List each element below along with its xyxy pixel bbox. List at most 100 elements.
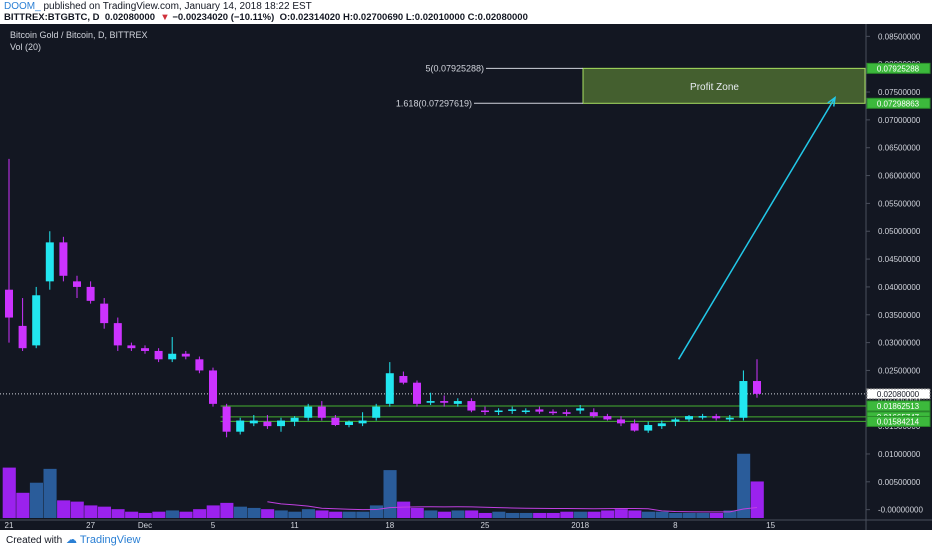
- volume-bar: [220, 502, 234, 518]
- price-marker-label: 0.02080000: [877, 390, 920, 399]
- y-tick-label: 0.06500000: [878, 144, 921, 153]
- volume-bar: [478, 512, 492, 518]
- candle-body[interactable]: [739, 381, 748, 418]
- candle-body[interactable]: [617, 419, 625, 424]
- candle-body[interactable]: [290, 417, 299, 422]
- close-value: C:0.02080000: [467, 12, 528, 23]
- candle-body[interactable]: [127, 345, 136, 349]
- candle-body[interactable]: [100, 303, 109, 324]
- candle-body[interactable]: [589, 412, 598, 417]
- down-arrow-icon: ▼: [160, 12, 170, 23]
- candle-body[interactable]: [181, 353, 190, 357]
- x-tick-label: 15: [766, 521, 775, 530]
- volume-bar: [628, 510, 642, 518]
- x-tick-label: 2018: [571, 521, 589, 530]
- candle-body[interactable]: [549, 411, 557, 414]
- volume-bar: [682, 512, 696, 518]
- candle-body[interactable]: [385, 373, 394, 404]
- volume-bar: [696, 512, 710, 518]
- volume-bar: [274, 510, 288, 518]
- candle-body[interactable]: [440, 401, 449, 403]
- candle-body[interactable]: [535, 409, 544, 412]
- candle-body[interactable]: [753, 381, 761, 394]
- candle-body[interactable]: [277, 420, 285, 427]
- candle-body[interactable]: [630, 423, 639, 431]
- volume-bar: [451, 510, 465, 518]
- candle-body[interactable]: [222, 406, 231, 432]
- volume-bar: [533, 512, 547, 518]
- candle-body[interactable]: [32, 295, 41, 346]
- volume-bar: [247, 507, 261, 518]
- candle-body[interactable]: [644, 425, 653, 431]
- volume-indicator-label: Vol (20): [10, 42, 41, 52]
- candle-body[interactable]: [453, 401, 462, 404]
- created-with-text: Created with: [6, 535, 63, 546]
- tradingview-brand: TradingView: [79, 534, 141, 546]
- last-price: 0.02080000: [104, 12, 156, 23]
- candle-body[interactable]: [603, 416, 612, 420]
- candle-body[interactable]: [331, 417, 340, 426]
- candle-body[interactable]: [59, 242, 68, 276]
- candle-body[interactable]: [467, 401, 476, 411]
- candle-body[interactable]: [712, 416, 721, 419]
- candle-body[interactable]: [249, 420, 258, 424]
- candle-body[interactable]: [18, 325, 27, 349]
- candle-body[interactable]: [372, 406, 381, 418]
- candle-body[interactable]: [698, 416, 707, 418]
- candle-body[interactable]: [685, 416, 693, 420]
- candle-body[interactable]: [154, 350, 163, 360]
- candle-body[interactable]: [317, 406, 326, 418]
- candle-body[interactable]: [358, 420, 367, 424]
- horizontal-levels: [0, 393, 866, 422]
- time-axis[interactable]: 21 27 Dec 5 11 18 25 2018 8 15: [5, 521, 776, 530]
- candle-body[interactable]: [141, 348, 149, 351]
- candle-body[interactable]: [86, 286, 95, 301]
- tradingview-logo[interactable]: ☁ TradingView: [66, 534, 141, 546]
- x-tick-label: 21: [5, 521, 14, 530]
- target-arrow[interactable]: [677, 95, 836, 360]
- candle-body[interactable]: [508, 409, 517, 411]
- y-tick-label: 0.01000000: [878, 450, 921, 459]
- volume-bar: [750, 481, 764, 518]
- price-chart[interactable]: Bitcoin Gold / Bitcoin, D, BITTREX Vol (…: [0, 24, 932, 530]
- candle-body[interactable]: [657, 423, 666, 427]
- candle-body[interactable]: [725, 417, 734, 420]
- y-tick-label: 0.05500000: [878, 199, 921, 208]
- candle-body[interactable]: [73, 281, 81, 287]
- candle-body[interactable]: [209, 370, 217, 404]
- candle-body[interactable]: [304, 406, 313, 418]
- candle-body[interactable]: [671, 419, 680, 422]
- volume-bar: [261, 509, 275, 518]
- volume-bar: [29, 482, 43, 518]
- volume-bar: [315, 510, 329, 518]
- candle-body[interactable]: [481, 410, 489, 413]
- candle-body[interactable]: [45, 242, 54, 282]
- candle-body[interactable]: [494, 410, 503, 413]
- candle-body[interactable]: [576, 408, 585, 411]
- y-tick-label: 0.06000000: [878, 172, 921, 181]
- profit-zone[interactable]: [582, 67, 866, 104]
- candle-body[interactable]: [562, 412, 571, 414]
- chart-title: Bitcoin Gold / Bitcoin, D, BITTREX: [10, 30, 148, 40]
- candle-body[interactable]: [113, 323, 122, 346]
- candle-body[interactable]: [263, 421, 272, 427]
- volume-bar: [329, 511, 343, 518]
- candle-body[interactable]: [413, 382, 421, 404]
- author-link[interactable]: DOOM_: [4, 1, 41, 12]
- candle-body[interactable]: [399, 376, 408, 383]
- candle-body[interactable]: [168, 353, 177, 360]
- fib-label-1618: 1.618(0.07297619): [396, 98, 472, 108]
- volume-bar: [165, 510, 179, 518]
- volume-bar: [70, 501, 84, 518]
- price-marker-label: 0.07925288: [877, 64, 920, 73]
- candle-body[interactable]: [195, 359, 204, 371]
- price-change: −0.00234020 (−10.11%): [172, 12, 275, 23]
- candle-body[interactable]: [5, 289, 13, 318]
- volume-bar: [111, 509, 125, 518]
- volume-bar: [669, 512, 683, 518]
- candle-body[interactable]: [521, 410, 530, 413]
- candle-body[interactable]: [345, 421, 353, 426]
- candle-body[interactable]: [236, 420, 245, 432]
- volume-bar: [16, 492, 30, 518]
- candle-body[interactable]: [426, 401, 435, 403]
